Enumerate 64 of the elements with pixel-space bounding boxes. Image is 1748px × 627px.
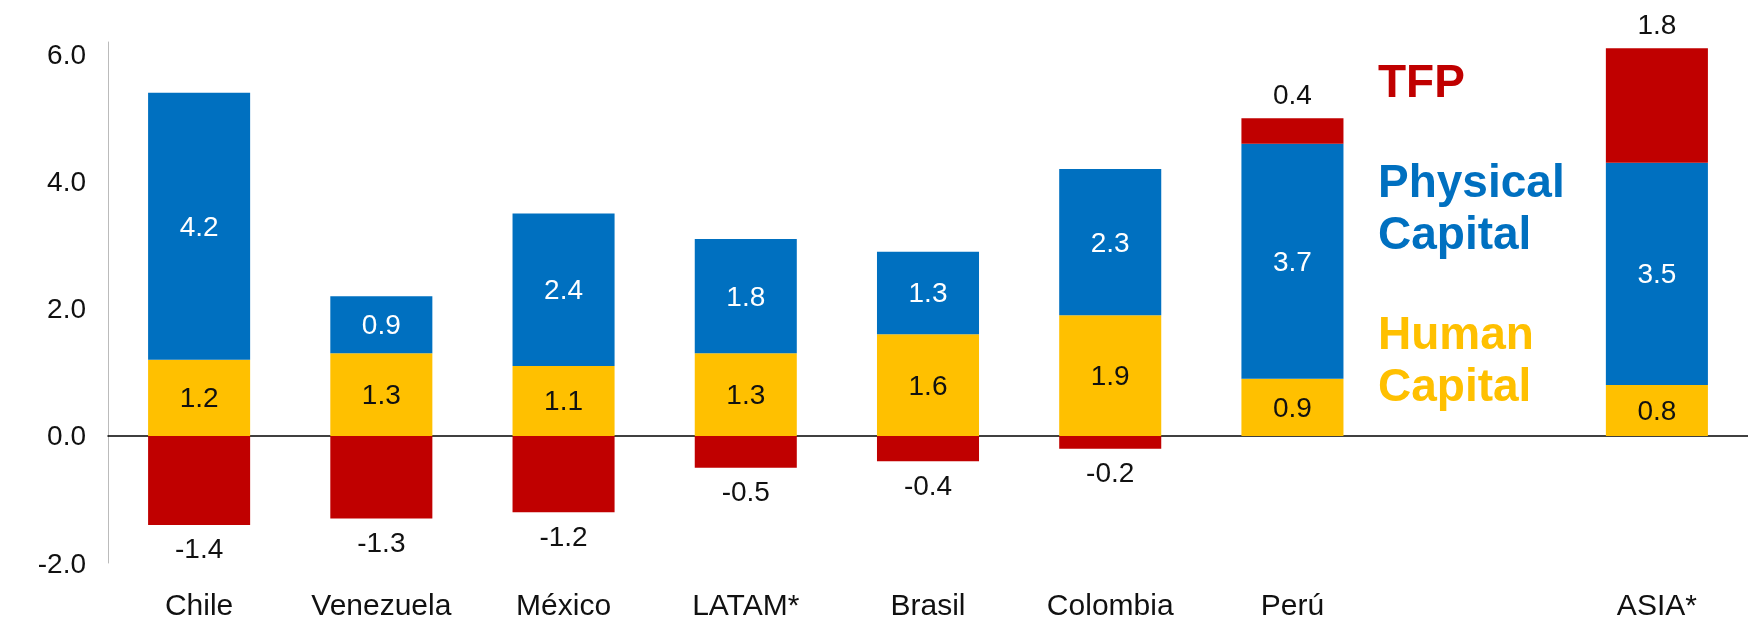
bar — [1241, 118, 1344, 144]
x-tick-label: Perú — [1260, 587, 1325, 621]
data-label: 0.9 — [361, 309, 401, 341]
data-label: 2.4 — [544, 274, 584, 306]
series-label: Physical Capital — [1378, 155, 1578, 259]
bar — [1605, 162, 1708, 386]
data-label: 1.2 — [179, 382, 219, 414]
data-label: 1.3 — [361, 379, 401, 411]
data-label: 1.3 — [726, 379, 766, 411]
y-tick-label: 6.0 — [47, 39, 86, 71]
bar — [694, 435, 797, 468]
x-tick-label: Chile — [164, 587, 234, 621]
data-label: 3.7 — [1272, 245, 1312, 277]
data-label: 1.6 — [908, 369, 948, 401]
x-tick-label: Venezuela — [311, 587, 452, 621]
bar — [1059, 315, 1162, 436]
y-tick-label: 0.0 — [47, 420, 86, 452]
bar — [330, 435, 433, 519]
data-label: 0.8 — [1637, 395, 1677, 427]
data-label: 1.8 — [1637, 8, 1677, 40]
data-label: 1.3 — [908, 277, 948, 309]
bar — [148, 92, 251, 360]
bar — [1605, 48, 1708, 163]
data-label: -1.4 — [174, 533, 224, 565]
x-tick-label: ASIA* — [1616, 587, 1698, 621]
bar — [876, 435, 980, 462]
bar — [1059, 169, 1162, 316]
x-tick-label: Colombia — [1046, 587, 1174, 621]
data-label: 1.8 — [726, 280, 766, 312]
series-label: Human Capital — [1378, 307, 1547, 411]
data-label: 2.3 — [1090, 226, 1130, 258]
y-tick-label: -2.0 — [37, 547, 86, 579]
data-label: 4.2 — [179, 210, 219, 242]
bar — [512, 366, 615, 436]
y-tick-label: 4.0 — [47, 166, 86, 198]
data-label: 1.9 — [1090, 360, 1130, 392]
bar — [330, 353, 433, 436]
y-tick-label: 2.0 — [47, 293, 86, 325]
x-tick-label: México — [516, 587, 612, 621]
series-label: TFP — [1378, 55, 1465, 107]
bar — [330, 296, 433, 354]
bar — [876, 251, 980, 335]
bar — [694, 353, 797, 436]
bar — [148, 359, 251, 436]
data-label: -0.5 — [721, 476, 770, 508]
bar — [694, 238, 797, 354]
bar — [148, 435, 251, 525]
x-tick-label: LATAM* — [692, 587, 800, 621]
x-tick-label: Brasil — [890, 587, 966, 621]
data-label: -0.4 — [903, 469, 953, 501]
bar — [512, 435, 615, 513]
data-label: 3.5 — [1637, 258, 1677, 290]
bar — [876, 334, 980, 436]
data-label: 0.9 — [1272, 391, 1312, 423]
data-label: -0.2 — [1086, 457, 1135, 489]
data-label: -1.3 — [357, 527, 406, 559]
data-label: -1.2 — [539, 520, 588, 552]
bar — [1605, 385, 1708, 436]
bar — [512, 213, 615, 367]
bar — [1241, 143, 1344, 379]
bar — [1059, 435, 1162, 449]
data-label: 0.4 — [1272, 78, 1312, 110]
data-label: 1.1 — [544, 385, 584, 417]
bar — [1241, 378, 1344, 436]
